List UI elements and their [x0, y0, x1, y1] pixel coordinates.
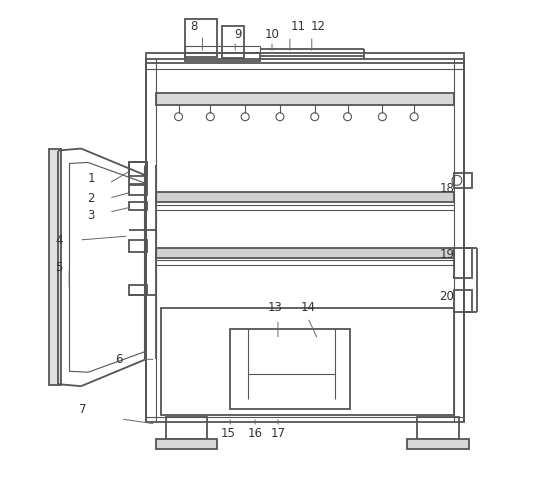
Text: 6: 6 — [115, 353, 122, 366]
Bar — [160, 308, 454, 415]
Text: 5: 5 — [55, 261, 63, 274]
Bar — [454, 248, 472, 278]
Text: 4: 4 — [55, 233, 63, 246]
Bar — [129, 240, 147, 252]
Text: 15: 15 — [221, 427, 236, 440]
Bar — [129, 285, 147, 295]
Bar — [230, 329, 350, 409]
Bar — [222, 26, 244, 58]
Bar — [156, 93, 454, 105]
Text: 1: 1 — [87, 172, 95, 185]
Bar — [129, 202, 147, 210]
Text: 17: 17 — [270, 427, 286, 440]
Bar — [129, 162, 147, 185]
Bar — [454, 173, 472, 188]
Text: 13: 13 — [268, 301, 282, 314]
Bar — [185, 19, 217, 57]
Text: 3: 3 — [87, 209, 95, 222]
Text: 14: 14 — [300, 301, 315, 314]
Bar — [166, 417, 208, 439]
Bar — [146, 59, 464, 422]
Text: 9: 9 — [235, 28, 242, 41]
Bar — [129, 185, 147, 195]
Text: 12: 12 — [310, 20, 325, 33]
Bar — [146, 53, 464, 63]
Bar — [156, 439, 217, 449]
Bar — [129, 162, 147, 176]
Bar — [185, 53, 260, 61]
Bar — [417, 417, 459, 439]
Text: 20: 20 — [440, 290, 454, 303]
Text: 16: 16 — [248, 427, 262, 440]
Text: 2: 2 — [87, 192, 95, 205]
Bar — [407, 439, 469, 449]
Bar — [156, 248, 454, 258]
Text: 18: 18 — [440, 182, 454, 195]
Bar — [454, 290, 472, 312]
Text: 7: 7 — [79, 402, 87, 415]
Bar — [49, 149, 61, 385]
Text: 10: 10 — [264, 28, 280, 41]
Text: 11: 11 — [291, 20, 305, 33]
Text: 8: 8 — [190, 20, 197, 33]
Bar — [156, 192, 454, 202]
Text: 19: 19 — [440, 248, 455, 261]
